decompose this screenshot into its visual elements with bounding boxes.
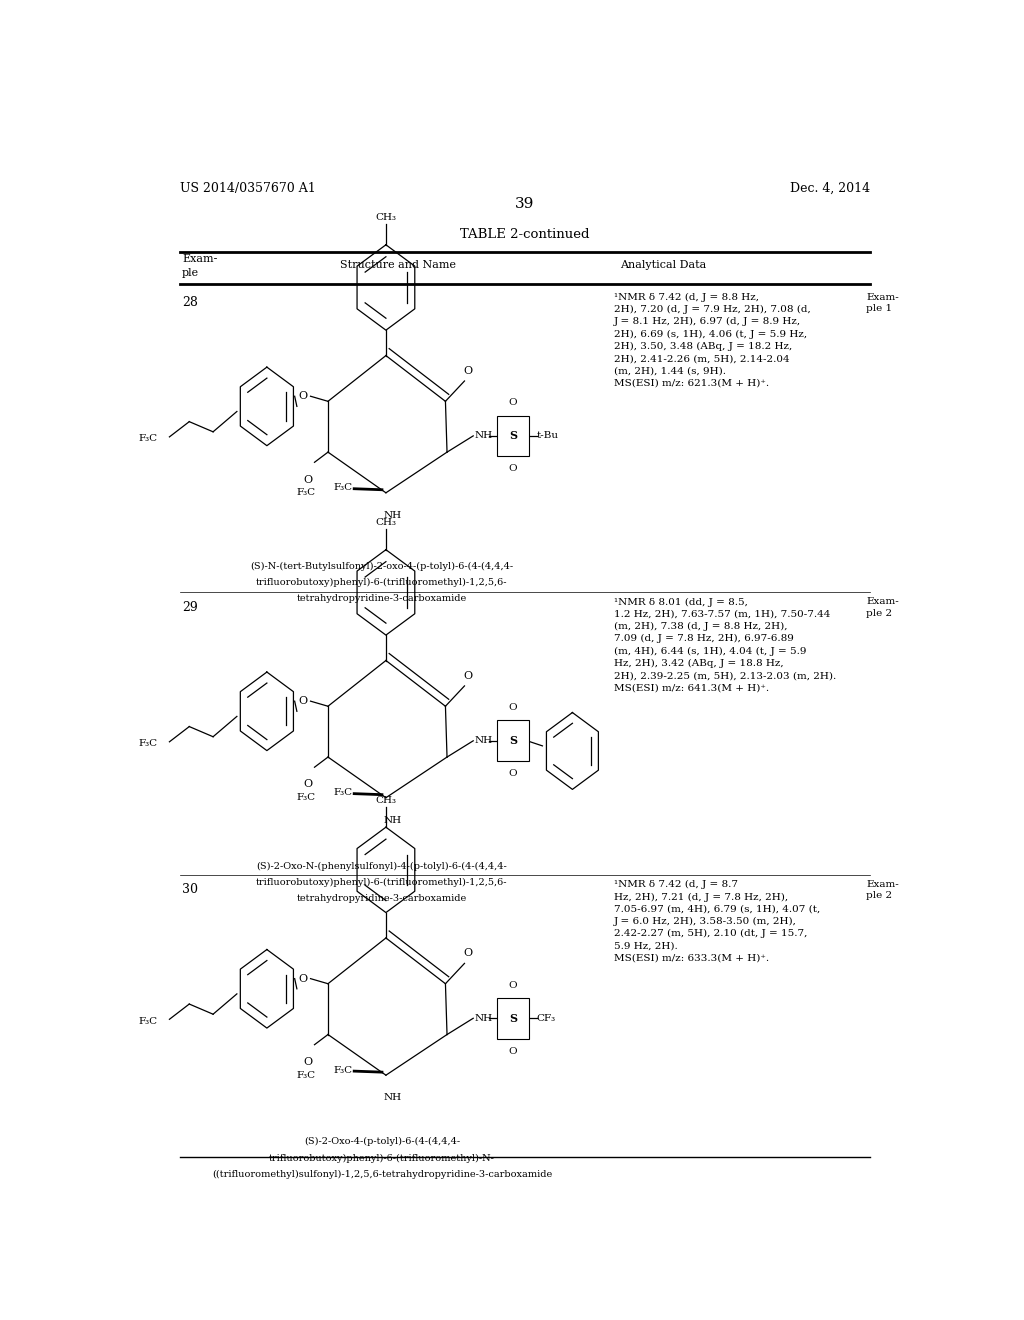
Text: ¹NMR δ 7.42 (d, J = 8.7
Hz, 2H), 7.21 (d, J = 7.8 Hz, 2H),
7.05-6.97 (m, 4H), 6.: ¹NMR δ 7.42 (d, J = 8.7 Hz, 2H), 7.21 (d… xyxy=(613,880,820,962)
Text: t-Bu: t-Bu xyxy=(537,432,559,441)
Text: NH: NH xyxy=(383,816,401,825)
Text: Exam-
ple 1: Exam- ple 1 xyxy=(866,293,899,313)
Text: O: O xyxy=(303,1057,312,1067)
Text: Exam-
ple 2: Exam- ple 2 xyxy=(866,598,899,618)
Text: Exam-: Exam- xyxy=(182,253,217,264)
Text: NH: NH xyxy=(475,432,493,441)
Text: US 2014/0357670 A1: US 2014/0357670 A1 xyxy=(179,182,315,195)
Text: O: O xyxy=(298,696,307,706)
Text: Analytical Data: Analytical Data xyxy=(620,260,707,271)
Text: trifluorobutoxy)phenyl)-6-(trifluoromethyl)-1,2,5,6-: trifluorobutoxy)phenyl)-6-(trifluorometh… xyxy=(256,578,508,587)
Text: O: O xyxy=(298,391,307,401)
Text: NH: NH xyxy=(475,737,493,746)
Text: trifluorobutoxy)phenyl)-6-(trifluoromethyl)-1,2,5,6-: trifluorobutoxy)phenyl)-6-(trifluorometh… xyxy=(256,878,508,887)
Text: ((trifluoromethyl)sulfonyl)-1,2,5,6-tetrahydropyridine-3-carboxamide: ((trifluoromethyl)sulfonyl)-1,2,5,6-tetr… xyxy=(212,1170,552,1179)
Text: F₃C: F₃C xyxy=(297,793,316,803)
Text: ple: ple xyxy=(182,268,199,279)
Text: Structure and Name: Structure and Name xyxy=(340,260,456,271)
FancyBboxPatch shape xyxy=(497,721,528,762)
Text: O: O xyxy=(509,981,517,990)
Text: CH₃: CH₃ xyxy=(376,796,396,805)
Text: ¹NMR δ 8.01 (dd, J = 8.5,
1.2 Hz, 2H), 7.63-7.57 (m, 1H), 7.50-7.44
(m, 2H), 7.3: ¹NMR δ 8.01 (dd, J = 8.5, 1.2 Hz, 2H), 7… xyxy=(613,598,836,693)
Text: 30: 30 xyxy=(182,883,198,896)
Text: S: S xyxy=(509,735,517,746)
Text: O: O xyxy=(509,399,517,408)
Text: 39: 39 xyxy=(515,197,535,211)
Text: NH: NH xyxy=(383,1093,401,1102)
Text: O: O xyxy=(463,366,472,376)
Text: O: O xyxy=(298,974,307,983)
Text: 29: 29 xyxy=(182,601,198,614)
Text: F₃C: F₃C xyxy=(334,788,352,797)
Text: F₃C: F₃C xyxy=(334,1065,352,1074)
Text: tetrahydropyridine-3-carboxamide: tetrahydropyridine-3-carboxamide xyxy=(297,894,467,903)
Text: O: O xyxy=(509,1047,517,1056)
Text: Exam-
ple 2: Exam- ple 2 xyxy=(866,880,899,900)
Text: CF₃: CF₃ xyxy=(537,1014,556,1023)
Text: O: O xyxy=(509,770,517,779)
Text: ¹NMR δ 7.42 (d, J = 8.8 Hz,
2H), 7.20 (d, J = 7.9 Hz, 2H), 7.08 (d,
J = 8.1 Hz, : ¹NMR δ 7.42 (d, J = 8.8 Hz, 2H), 7.20 (d… xyxy=(613,293,810,388)
Text: F₃C: F₃C xyxy=(297,488,316,498)
FancyBboxPatch shape xyxy=(497,416,528,457)
Text: 28: 28 xyxy=(182,296,198,309)
Text: NH: NH xyxy=(383,511,401,520)
Text: (S)-N-(tert-Butylsulfonyl)-2-oxo-4-(p-tolyl)-6-(4-(4,4,4-: (S)-N-(tert-Butylsulfonyl)-2-oxo-4-(p-to… xyxy=(251,562,513,572)
Text: (S)-2-Oxo-4-(p-tolyl)-6-(4-(4,4,4-: (S)-2-Oxo-4-(p-tolyl)-6-(4-(4,4,4- xyxy=(304,1138,460,1146)
Text: O: O xyxy=(303,474,312,484)
Text: S: S xyxy=(509,1012,517,1024)
Text: F₃C: F₃C xyxy=(334,483,352,492)
Text: CH₃: CH₃ xyxy=(376,214,396,223)
Text: TABLE 2-continued: TABLE 2-continued xyxy=(460,227,590,240)
Text: trifluorobutoxy)phenyl)-6-(trifluoromethyl)-N-: trifluorobutoxy)phenyl)-6-(trifluorometh… xyxy=(269,1154,495,1163)
Text: F₃C: F₃C xyxy=(297,1071,316,1080)
Text: NH: NH xyxy=(475,1014,493,1023)
Text: O: O xyxy=(509,465,517,474)
Text: O: O xyxy=(509,704,517,713)
Text: CH₃: CH₃ xyxy=(376,519,396,528)
Text: F₃C: F₃C xyxy=(138,1016,158,1026)
Text: O: O xyxy=(463,948,472,958)
Text: F₃C: F₃C xyxy=(138,739,158,748)
Text: F₃C: F₃C xyxy=(138,434,158,444)
Text: Dec. 4, 2014: Dec. 4, 2014 xyxy=(790,182,870,195)
Text: tetrahydropyridine-3-carboxamide: tetrahydropyridine-3-carboxamide xyxy=(297,594,467,603)
Text: O: O xyxy=(463,671,472,681)
FancyBboxPatch shape xyxy=(497,998,528,1039)
Text: O: O xyxy=(303,779,312,789)
Text: (S)-2-Oxo-N-(phenylsulfonyl)-4-(p-tolyl)-6-(4-(4,4,4-: (S)-2-Oxo-N-(phenylsulfonyl)-4-(p-tolyl)… xyxy=(257,862,507,871)
Text: S: S xyxy=(509,430,517,441)
